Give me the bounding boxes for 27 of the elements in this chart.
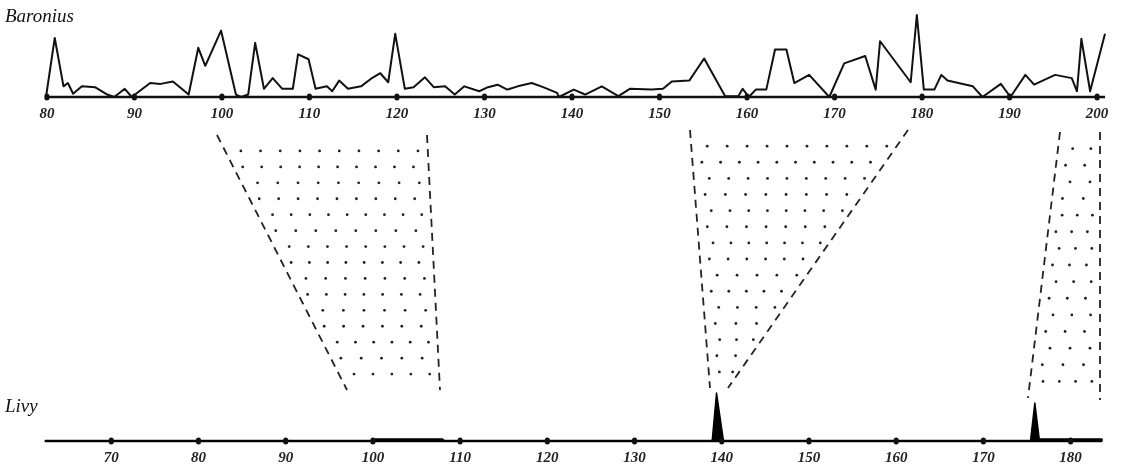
x-tick-label: 120 — [536, 449, 560, 465]
x-tick-label: 140 — [560, 105, 584, 121]
x-tick-label: 70 — [103, 449, 120, 465]
x-tick-label: 170 — [823, 105, 847, 121]
x-tick-label: 90 — [126, 105, 143, 121]
x-tick-label: 80 — [190, 449, 207, 465]
x-tick-label: 180 — [1059, 449, 1083, 465]
x-tick-label: 130 — [473, 105, 497, 121]
x-tick-label: 160 — [884, 449, 908, 465]
x-tick-label: 130 — [623, 449, 647, 465]
x-tick-label: 170 — [972, 449, 996, 465]
x-tick-label: 150 — [797, 449, 821, 465]
x-tick-label: 200 — [1084, 105, 1109, 121]
x-tick-label: 120 — [385, 105, 409, 121]
x-tick-label: 150 — [648, 105, 672, 121]
x-tick-label: 110 — [298, 105, 321, 121]
x-tick-label: 100 — [361, 449, 385, 465]
x-tick-label: 190 — [998, 105, 1022, 121]
chart-title: Livy — [4, 395, 39, 416]
x-tick-label: 180 — [910, 105, 934, 121]
x-tick-label: 80 — [39, 105, 55, 121]
x-tick-label: 90 — [278, 449, 294, 465]
x-tick-label: 140 — [710, 449, 734, 465]
x-tick-label: 110 — [449, 449, 472, 465]
chart-title: Baronius — [5, 5, 74, 26]
x-tick-label: 160 — [735, 105, 759, 121]
x-tick-label: 100 — [210, 105, 234, 121]
